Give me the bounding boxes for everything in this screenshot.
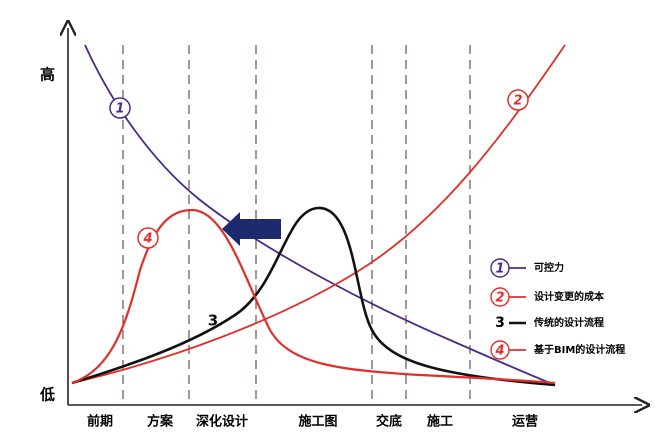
- curve-label: 1: [115, 102, 124, 117]
- label-circle: [109, 97, 131, 119]
- axis-low: 低: [39, 386, 55, 404]
- curve-3: [71, 206, 556, 387]
- curve-label: 2: [513, 94, 522, 109]
- axis-high: 高: [40, 66, 55, 84]
- legend-marker: 1: [495, 262, 504, 277]
- legend-marker: 3: [495, 315, 505, 331]
- curve-4: [71, 208, 556, 385]
- stage-label: 方案: [147, 414, 174, 430]
- shift-arrow: [222, 212, 281, 246]
- legend-label: 设计变更的成本: [534, 290, 605, 303]
- curve-label: 4: [142, 232, 152, 247]
- legend-label: 基于BIM的设计流程: [533, 343, 625, 356]
- stage-label: 前期: [87, 414, 113, 430]
- stage-label: 施工图: [298, 414, 337, 430]
- stage-label: 施工: [427, 414, 453, 430]
- curve-2: [71, 44, 566, 384]
- stage-label: 运营: [512, 414, 538, 430]
- legend-marker: 2: [495, 291, 504, 306]
- stage-label: 交底: [376, 414, 402, 430]
- label-circle: [137, 227, 159, 249]
- stage-label: 深化设计: [196, 414, 248, 430]
- legend: 1 可控力 2 设计变更的成本 3 传统的设计流程 4 基于BIM的设计流程: [490, 258, 625, 360]
- curve-label: 3: [208, 312, 218, 330]
- curve-1: [84, 44, 556, 386]
- legend-label: 可控力: [534, 261, 564, 274]
- legend-label: 传统的设计流程: [533, 316, 604, 329]
- legend-marker: 4: [494, 344, 504, 359]
- label-circle: [507, 89, 529, 111]
